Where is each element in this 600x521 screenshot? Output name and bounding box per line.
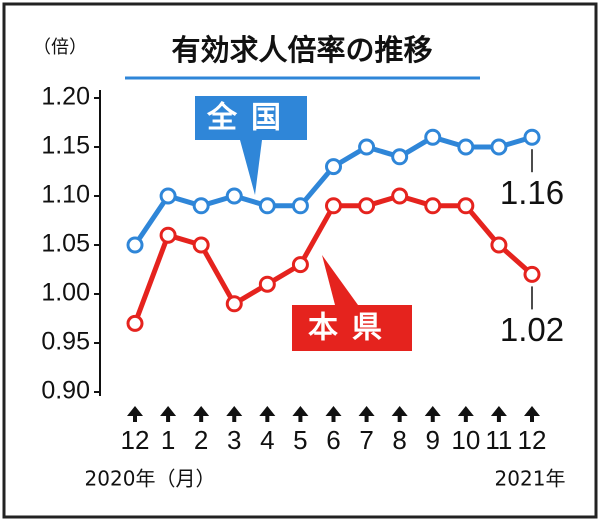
x-tick-label: 2 bbox=[194, 425, 208, 455]
data-point bbox=[258, 275, 276, 293]
x-tick-arrow bbox=[259, 406, 276, 422]
x-tick-arrow bbox=[127, 406, 143, 422]
data-point bbox=[225, 187, 243, 205]
data-point bbox=[523, 265, 541, 283]
data-point bbox=[424, 128, 442, 146]
data-point bbox=[424, 197, 442, 215]
x-tick-label: 3 bbox=[227, 425, 241, 455]
legend-label: 本県 bbox=[308, 311, 396, 346]
data-point bbox=[192, 197, 210, 215]
x-tick-label: 11 bbox=[485, 425, 512, 455]
x-end-label: 2021年 bbox=[495, 467, 566, 491]
end-value-label: 1.02 bbox=[500, 311, 564, 348]
data-point bbox=[325, 158, 342, 176]
y-tick-label: 1.05 bbox=[41, 230, 90, 258]
x-tick-label: 12 bbox=[518, 425, 547, 455]
data-point bbox=[358, 138, 376, 156]
x-start-label: 2020年（月） bbox=[85, 467, 216, 491]
x-tick-label: 4 bbox=[260, 425, 274, 455]
data-point bbox=[325, 197, 342, 215]
x-tick-arrow bbox=[160, 406, 177, 422]
data-point bbox=[358, 197, 376, 215]
x-tick-label: 1 bbox=[161, 425, 175, 455]
x-tick-arrow bbox=[391, 406, 408, 422]
data-point bbox=[159, 187, 177, 205]
legend-label: 全国 bbox=[206, 101, 295, 136]
legend-box bbox=[292, 305, 412, 351]
x-tick-label: 9 bbox=[426, 425, 440, 455]
x-tick-arrow bbox=[424, 406, 441, 422]
data-point bbox=[291, 197, 309, 215]
data-point bbox=[225, 295, 243, 313]
data-point bbox=[457, 138, 475, 156]
x-tick-label: 8 bbox=[392, 425, 406, 455]
data-point bbox=[490, 138, 508, 156]
data-point bbox=[126, 314, 144, 332]
y-tick-label: 1.15 bbox=[41, 132, 90, 160]
chart-title: 有効求人倍率の推移 bbox=[171, 33, 432, 67]
x-tick-arrow bbox=[325, 406, 342, 422]
data-point bbox=[391, 148, 409, 166]
y-tick-label: 0.90 bbox=[41, 377, 90, 405]
data-point bbox=[457, 197, 475, 215]
x-tick-label: 5 bbox=[293, 425, 307, 455]
data-point bbox=[159, 226, 177, 244]
data-point bbox=[291, 256, 309, 274]
x-tick-arrow bbox=[226, 406, 243, 422]
data-point bbox=[126, 236, 144, 254]
data-point bbox=[192, 236, 210, 254]
legend-callout bbox=[322, 255, 358, 305]
y-tick-label: 1.20 bbox=[41, 83, 90, 111]
x-tick-arrow bbox=[292, 406, 309, 422]
data-point bbox=[258, 197, 276, 215]
x-tick-label: 6 bbox=[326, 425, 340, 455]
x-tick-arrow bbox=[193, 406, 210, 422]
y-tick-label: 1.10 bbox=[41, 181, 90, 209]
data-point bbox=[490, 236, 508, 254]
y-tick-label: 0.95 bbox=[41, 328, 90, 356]
x-tick-arrow bbox=[490, 406, 507, 422]
y-axis-label: （倍） bbox=[33, 37, 87, 58]
x-tick-arrow bbox=[457, 406, 474, 422]
data-point bbox=[523, 128, 541, 146]
x-tick-arrow bbox=[524, 406, 540, 422]
data-point bbox=[391, 187, 409, 205]
x-tick-label: 12 bbox=[121, 425, 150, 455]
y-tick-label: 1.00 bbox=[41, 279, 90, 307]
legend-callout bbox=[240, 140, 262, 195]
end-value-label: 1.16 bbox=[500, 174, 564, 211]
x-tick-label: 7 bbox=[359, 425, 373, 455]
x-tick-label: 10 bbox=[451, 425, 480, 455]
x-tick-arrow bbox=[358, 406, 375, 422]
legend-box bbox=[195, 96, 307, 140]
